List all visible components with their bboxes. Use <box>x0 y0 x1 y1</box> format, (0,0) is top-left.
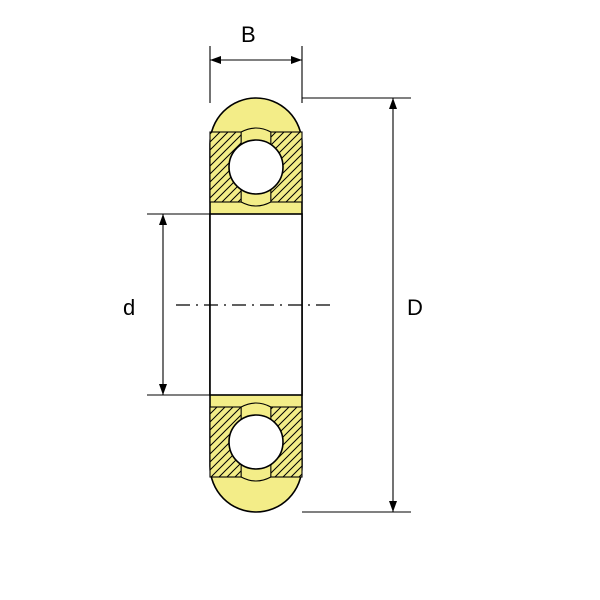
label-bore-d: d <box>123 295 135 321</box>
label-width-B: B <box>241 22 256 48</box>
label-outer-D: D <box>407 295 423 321</box>
bearing-diagram: B d D <box>0 0 600 600</box>
